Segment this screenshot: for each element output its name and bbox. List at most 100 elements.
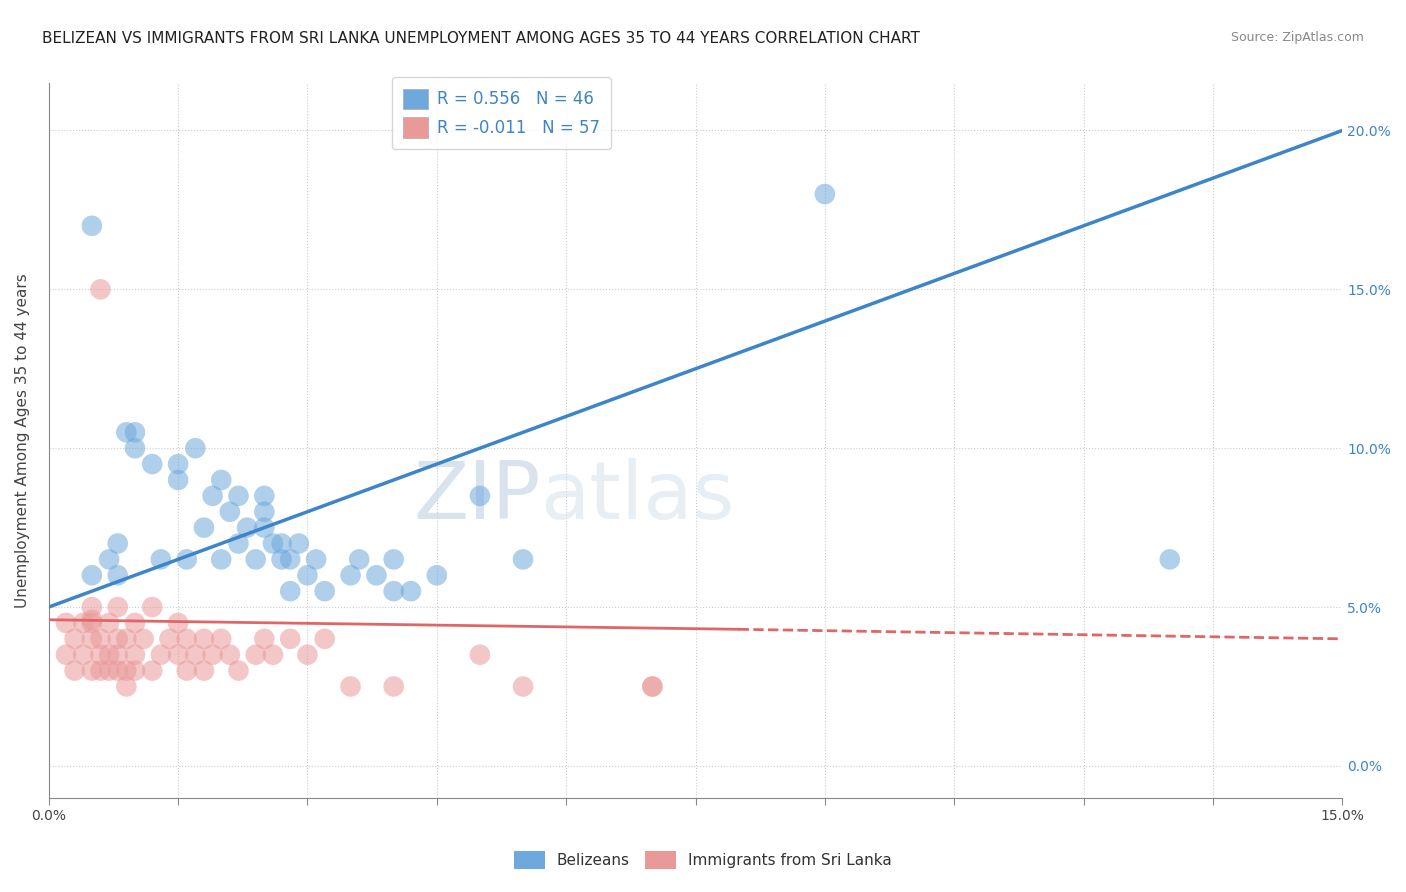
Point xyxy=(253,505,276,519)
Point xyxy=(115,664,138,678)
Text: atlas: atlas xyxy=(540,458,735,536)
Point xyxy=(193,632,215,646)
Point xyxy=(107,664,129,678)
Point xyxy=(184,648,207,662)
Point xyxy=(253,632,276,646)
Point xyxy=(209,632,232,646)
Point xyxy=(124,425,146,440)
Point xyxy=(115,632,138,646)
Point xyxy=(347,552,370,566)
Point xyxy=(149,552,172,566)
Point xyxy=(89,282,111,296)
Point xyxy=(159,632,181,646)
Legend: R = 0.556   N = 46, R = -0.011   N = 57: R = 0.556 N = 46, R = -0.011 N = 57 xyxy=(392,77,612,149)
Point xyxy=(193,521,215,535)
Point xyxy=(278,584,301,599)
Point xyxy=(124,441,146,455)
Point xyxy=(89,648,111,662)
Point xyxy=(201,489,224,503)
Point xyxy=(253,489,276,503)
Point xyxy=(107,568,129,582)
Point xyxy=(80,613,103,627)
Point xyxy=(262,536,284,550)
Point xyxy=(98,615,121,630)
Point xyxy=(72,648,94,662)
Point xyxy=(297,648,319,662)
Point xyxy=(80,568,103,582)
Point xyxy=(262,648,284,662)
Point xyxy=(468,648,491,662)
Point xyxy=(278,632,301,646)
Point xyxy=(339,568,361,582)
Point xyxy=(288,536,311,550)
Point xyxy=(218,505,240,519)
Point xyxy=(107,632,129,646)
Point xyxy=(98,664,121,678)
Point xyxy=(80,615,103,630)
Point xyxy=(382,680,405,694)
Point xyxy=(80,664,103,678)
Point xyxy=(468,489,491,503)
Point xyxy=(80,600,103,615)
Point xyxy=(107,648,129,662)
Text: Source: ZipAtlas.com: Source: ZipAtlas.com xyxy=(1230,31,1364,45)
Point xyxy=(512,680,534,694)
Point xyxy=(98,552,121,566)
Point xyxy=(236,521,259,535)
Point xyxy=(426,568,449,582)
Point xyxy=(193,664,215,678)
Point xyxy=(366,568,388,582)
Point xyxy=(141,664,163,678)
Point xyxy=(167,457,190,471)
Point xyxy=(228,489,250,503)
Point xyxy=(72,615,94,630)
Point xyxy=(98,648,121,662)
Point xyxy=(270,552,292,566)
Point xyxy=(80,632,103,646)
Point xyxy=(176,664,198,678)
Point xyxy=(107,536,129,550)
Point xyxy=(63,664,86,678)
Point xyxy=(218,648,240,662)
Point xyxy=(176,552,198,566)
Point xyxy=(132,632,155,646)
Point xyxy=(297,568,319,582)
Point xyxy=(176,632,198,646)
Point xyxy=(115,680,138,694)
Point xyxy=(641,680,664,694)
Point xyxy=(209,473,232,487)
Point xyxy=(399,584,422,599)
Point xyxy=(89,632,111,646)
Point xyxy=(314,584,336,599)
Point xyxy=(382,552,405,566)
Point xyxy=(167,615,190,630)
Text: ZIP: ZIP xyxy=(413,458,540,536)
Point xyxy=(814,187,837,202)
Point xyxy=(124,615,146,630)
Point xyxy=(253,521,276,535)
Point xyxy=(167,648,190,662)
Point xyxy=(201,648,224,662)
Point xyxy=(107,600,129,615)
Point xyxy=(89,664,111,678)
Point xyxy=(278,552,301,566)
Point xyxy=(228,664,250,678)
Point xyxy=(209,552,232,566)
Point xyxy=(141,457,163,471)
Text: BELIZEAN VS IMMIGRANTS FROM SRI LANKA UNEMPLOYMENT AMONG AGES 35 TO 44 YEARS COR: BELIZEAN VS IMMIGRANTS FROM SRI LANKA UN… xyxy=(42,31,920,46)
Point xyxy=(245,648,267,662)
Point xyxy=(305,552,328,566)
Point xyxy=(270,536,292,550)
Point xyxy=(124,664,146,678)
Point xyxy=(124,648,146,662)
Point xyxy=(382,584,405,599)
Point xyxy=(63,632,86,646)
Point xyxy=(167,473,190,487)
Point xyxy=(228,536,250,550)
Point xyxy=(641,680,664,694)
Point xyxy=(115,425,138,440)
Point xyxy=(55,615,77,630)
Point xyxy=(339,680,361,694)
Point xyxy=(141,600,163,615)
Point xyxy=(314,632,336,646)
